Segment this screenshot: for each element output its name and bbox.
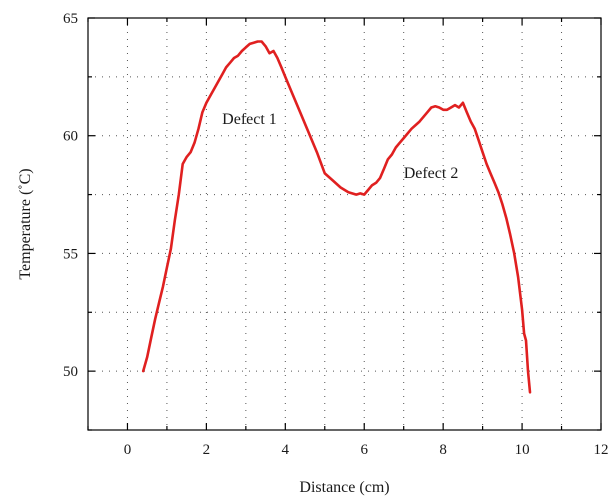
- defect-annotation: Defect 1: [222, 111, 277, 128]
- x-tick-label: 6: [360, 442, 368, 458]
- defect-annotation: Defect 2: [404, 165, 459, 182]
- y-tick-label: 55: [63, 246, 78, 262]
- tick-layer: [87, 17, 602, 431]
- grid-layer: [88, 18, 601, 430]
- x-axis-title: Distance (cm): [299, 479, 389, 496]
- y-axis-title: Temperature (˚C): [17, 168, 34, 279]
- x-tick-label: 4: [282, 442, 290, 458]
- x-tick-label: 8: [439, 442, 447, 458]
- x-tick-label: 0: [124, 442, 132, 458]
- y-tick-label: 50: [63, 364, 78, 380]
- y-tick-label: 60: [63, 129, 78, 145]
- x-tick-label: 2: [203, 442, 211, 458]
- x-tick-label: 12: [594, 442, 609, 458]
- annotation-layer: Defect 1 Defect 2: [222, 111, 458, 182]
- y-tick-label: 65: [63, 11, 78, 27]
- plot-frame: [87, 17, 602, 431]
- tick-label-layer: 0 2 4 6 8 10 12 50 55 60 65: [63, 11, 609, 458]
- x-tick-label: 10: [515, 442, 530, 458]
- series-layer: [141, 40, 532, 394]
- temperature-series-line: [141, 40, 532, 394]
